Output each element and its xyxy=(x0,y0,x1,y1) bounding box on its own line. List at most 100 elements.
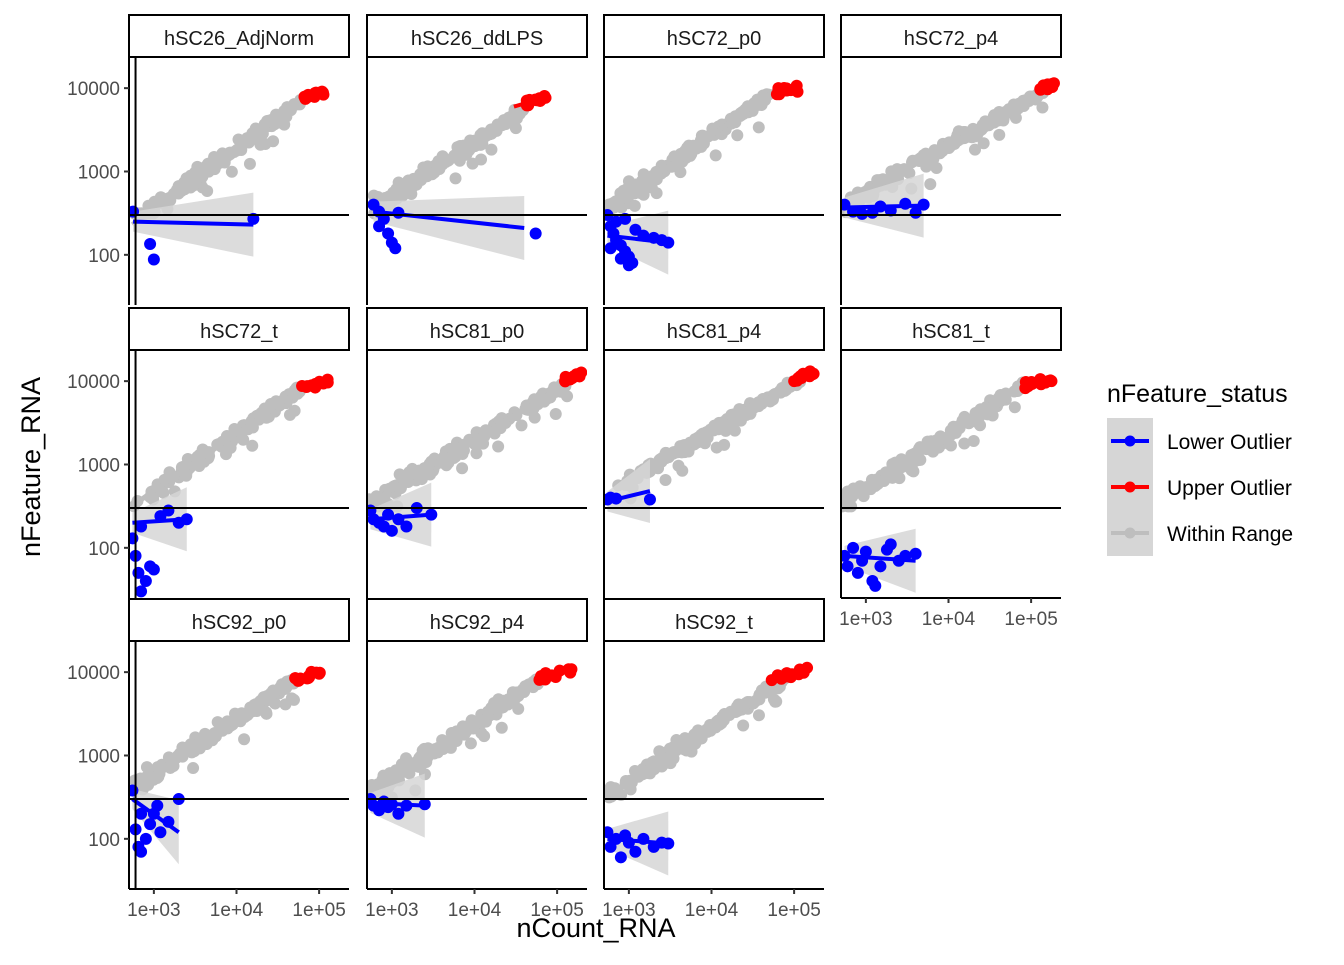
facet-strip-label: hSC92_p4 xyxy=(430,612,525,634)
within-range-fit-line xyxy=(604,88,776,215)
within-range-point xyxy=(288,404,301,417)
x-tick-label: 1e+04 xyxy=(685,900,739,921)
within-range-point xyxy=(1036,101,1049,114)
facet-strip-label: hSC81_p4 xyxy=(667,321,762,343)
within-range-point xyxy=(968,143,981,156)
within-range-fit-line xyxy=(367,375,578,507)
upper-outlier-fit-line xyxy=(538,668,575,680)
lower-outlier-point xyxy=(139,832,152,845)
lower-outlier-point xyxy=(909,547,922,560)
within-range-fit-line xyxy=(841,379,1030,507)
lower-outlier-fit-line xyxy=(132,517,187,525)
x-tick-label: 1e+03 xyxy=(602,900,655,921)
within-range-point xyxy=(752,121,765,134)
lower-outlier-point xyxy=(144,237,157,250)
upper-outlier-fit-line xyxy=(793,372,816,382)
lower-outlier-point xyxy=(604,826,614,839)
lower-outlier-confidence-band xyxy=(607,210,669,275)
facet-strip xyxy=(128,14,350,58)
within-range-point xyxy=(246,439,259,452)
lower-outlier-point xyxy=(389,242,402,255)
within-range-point xyxy=(225,165,238,178)
x-tick-label: 1e+05 xyxy=(1004,609,1057,630)
within-range-point xyxy=(944,439,957,452)
within-range-point xyxy=(238,733,251,746)
facet-strip xyxy=(603,307,825,351)
within-range-point xyxy=(770,695,783,708)
within-range-point xyxy=(718,438,731,451)
within-range-point xyxy=(495,721,508,734)
axes-layer: 100 1000 10000 100 1000 10000 1e+03 1e+04 1e+05 1… xyxy=(67,58,1061,921)
upper-outlier-fit-line xyxy=(1037,82,1057,92)
lower-outlier-fit-line xyxy=(844,203,924,210)
within-range-point xyxy=(512,702,525,715)
lower-outlier-point xyxy=(154,826,167,839)
lower-outlier-fit-line xyxy=(370,800,425,808)
lower-outlier-point xyxy=(373,804,386,817)
within-range-point xyxy=(201,184,214,197)
upper-outlier-fit-line xyxy=(775,84,802,96)
y-tick-label: 100 xyxy=(88,830,120,851)
within-range-point xyxy=(958,437,971,450)
x-tick-label: 1e+04 xyxy=(210,900,264,921)
panel-plot-area xyxy=(367,90,552,260)
lower-outlier-point xyxy=(851,566,864,579)
panel-plot-area xyxy=(129,373,334,598)
lower-outlier-confidence-band xyxy=(607,459,650,524)
lower-outlier-confidence-band xyxy=(373,195,525,260)
lower-outlier-point xyxy=(841,560,854,573)
facet-panel: hSC81_p0 xyxy=(366,307,588,598)
within-range-point xyxy=(841,485,854,498)
facet-strip xyxy=(366,14,588,58)
lower-outlier-fit-line xyxy=(606,489,651,504)
lower-outlier-point xyxy=(144,818,157,831)
within-range-point xyxy=(549,408,562,421)
within-range-point xyxy=(456,462,469,475)
within-range-point xyxy=(449,172,462,185)
within-range-point xyxy=(624,783,637,796)
facet-panel: hSC26_AdjNorm xyxy=(128,14,350,305)
upper-outlier-fit-line xyxy=(300,90,327,101)
facet-strip-label: hSC26_AdjNorm xyxy=(164,28,314,50)
within-range-point xyxy=(907,465,920,478)
within-range-point xyxy=(259,138,272,151)
facet-strip-label: hSC26_ddLPS xyxy=(411,28,543,50)
lower-outlier-point xyxy=(874,560,887,573)
lower-outlier-point xyxy=(135,585,148,598)
facet-strip xyxy=(840,14,1062,58)
within-range-point xyxy=(731,129,744,142)
facet-panel: hSC92_p0 xyxy=(128,598,350,889)
within-range-point xyxy=(924,178,937,191)
lower-outlier-point xyxy=(614,851,627,864)
lower-outlier-point xyxy=(622,259,635,272)
within-range-point xyxy=(464,737,477,750)
within-range-point xyxy=(709,149,722,162)
legend: nFeature_status Lower Outlier Upper Outli… xyxy=(1107,380,1293,556)
facet-strip xyxy=(128,307,350,351)
facet-strip xyxy=(366,598,588,642)
within-range-point xyxy=(440,459,453,472)
upper-outlier-fit-line xyxy=(768,668,810,683)
lower-outlier-point xyxy=(614,252,627,265)
lower-outlier-point xyxy=(880,543,893,556)
within-range-point xyxy=(672,459,685,472)
facet-strip-label: hSC72_t xyxy=(200,321,278,343)
facet-strip-label: hSC81_t xyxy=(912,321,990,343)
y-tick-label: 1000 xyxy=(78,746,120,767)
within-range-point xyxy=(285,692,298,705)
facet-panel: hSC81_t xyxy=(840,307,1062,598)
lower-outlier-point xyxy=(529,227,542,240)
y-tick-label: 100 xyxy=(88,539,120,560)
facet-panel: hSC81_p4 xyxy=(603,307,825,598)
within-range-fit-line xyxy=(604,672,793,802)
facet-panel: hSC72_t xyxy=(128,307,350,598)
legend-keys: Lower Outlier Upper Outlier Within Range xyxy=(1107,418,1293,556)
within-range-point xyxy=(528,411,541,424)
lower-outlier-fit-line xyxy=(131,797,180,834)
lower-outlier-point xyxy=(847,541,860,554)
facet-strip-label: hSC72_p4 xyxy=(904,28,999,50)
within-range-point xyxy=(466,157,479,170)
within-range-point xyxy=(187,762,200,775)
within-range-fit-line xyxy=(130,383,308,508)
